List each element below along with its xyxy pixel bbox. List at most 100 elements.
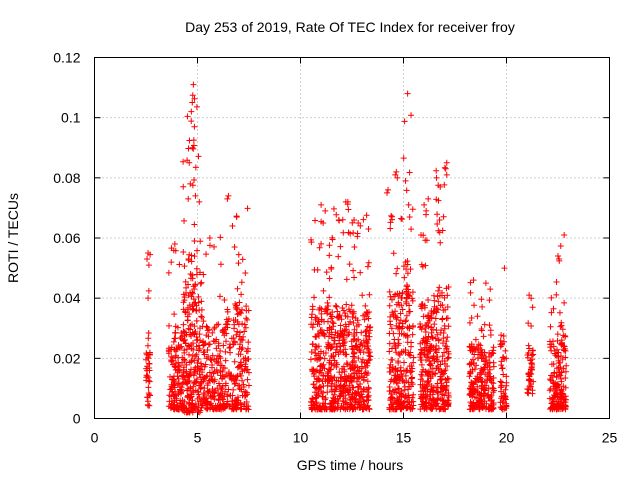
data-point xyxy=(357,269,364,276)
data-point xyxy=(431,321,438,328)
data-point xyxy=(320,219,327,226)
data-point xyxy=(180,373,187,380)
data-point xyxy=(243,348,250,355)
data-point xyxy=(444,375,451,382)
data-point xyxy=(551,369,558,376)
data-point xyxy=(501,265,508,272)
data-point xyxy=(499,354,506,361)
data-point xyxy=(181,294,188,301)
data-point xyxy=(556,256,563,263)
y-tick-label: 0.04 xyxy=(53,290,80,306)
data-point xyxy=(308,405,315,412)
data-point xyxy=(198,369,205,376)
data-point xyxy=(236,299,243,306)
data-point xyxy=(525,370,532,377)
data-point xyxy=(349,359,356,366)
data-point xyxy=(487,373,494,380)
data-point xyxy=(395,299,402,306)
data-point xyxy=(321,405,328,412)
data-point xyxy=(560,383,567,390)
data-point xyxy=(470,277,477,284)
data-point xyxy=(316,306,323,313)
data-point xyxy=(469,380,476,387)
data-point xyxy=(435,197,442,204)
data-point xyxy=(312,368,319,375)
data-point xyxy=(195,153,202,160)
data-point xyxy=(217,372,224,379)
data-point xyxy=(195,409,202,416)
data-point xyxy=(143,365,150,372)
data-point xyxy=(339,305,346,312)
data-point xyxy=(234,318,241,325)
data-point xyxy=(173,352,180,359)
data-point xyxy=(443,159,450,166)
data-point xyxy=(442,398,449,405)
data-point xyxy=(430,292,437,299)
data-point xyxy=(390,330,397,337)
data-point xyxy=(386,348,393,355)
x-tick-label: 0 xyxy=(91,430,99,446)
data-point xyxy=(144,342,151,349)
data-point xyxy=(333,377,340,384)
data-point xyxy=(559,356,566,363)
data-point xyxy=(331,357,338,364)
data-point xyxy=(187,180,194,187)
data-point xyxy=(399,290,406,297)
data-point xyxy=(468,314,475,321)
data-point xyxy=(143,350,150,357)
data-point xyxy=(180,321,187,328)
data-point xyxy=(418,393,425,400)
data-point xyxy=(192,282,199,289)
data-point xyxy=(425,296,432,303)
data-point xyxy=(350,375,357,382)
data-point xyxy=(479,379,486,386)
data-point xyxy=(424,378,431,385)
data-point xyxy=(486,297,493,304)
data-point xyxy=(365,259,372,266)
data-point xyxy=(360,312,367,319)
data-point xyxy=(245,307,252,314)
data-point xyxy=(444,355,451,362)
data-point xyxy=(181,357,188,364)
data-point xyxy=(242,270,249,277)
data-point xyxy=(422,402,429,409)
data-point xyxy=(422,322,429,329)
data-point xyxy=(201,385,208,392)
data-point xyxy=(310,401,317,408)
data-point xyxy=(242,363,249,370)
data-point xyxy=(316,369,323,376)
data-point xyxy=(443,171,450,178)
data-point xyxy=(192,353,199,360)
data-point xyxy=(200,341,207,348)
data-point xyxy=(408,112,415,119)
data-point xyxy=(355,399,362,406)
data-point xyxy=(394,265,401,272)
data-point xyxy=(554,393,561,400)
data-point xyxy=(406,401,412,408)
data-point xyxy=(227,392,234,399)
data-point xyxy=(406,394,413,401)
data-point xyxy=(358,363,365,370)
data-point xyxy=(395,385,402,392)
data-point xyxy=(404,367,411,374)
data-point xyxy=(181,332,188,339)
data-point xyxy=(479,404,486,411)
data-point xyxy=(145,335,152,342)
data-point xyxy=(315,375,322,382)
data-point xyxy=(211,378,218,385)
data-point xyxy=(384,189,391,196)
data-point xyxy=(186,359,193,366)
data-point xyxy=(364,360,371,367)
data-point xyxy=(183,368,190,375)
data-point xyxy=(409,374,416,381)
data-point xyxy=(444,292,451,299)
data-point xyxy=(217,347,224,354)
data-point xyxy=(241,321,248,328)
data-point xyxy=(557,243,564,250)
data-point xyxy=(419,394,426,401)
data-point xyxy=(406,325,413,332)
data-point xyxy=(211,325,218,332)
data-point xyxy=(201,349,208,355)
data-point xyxy=(191,123,198,130)
data-point xyxy=(243,315,250,322)
